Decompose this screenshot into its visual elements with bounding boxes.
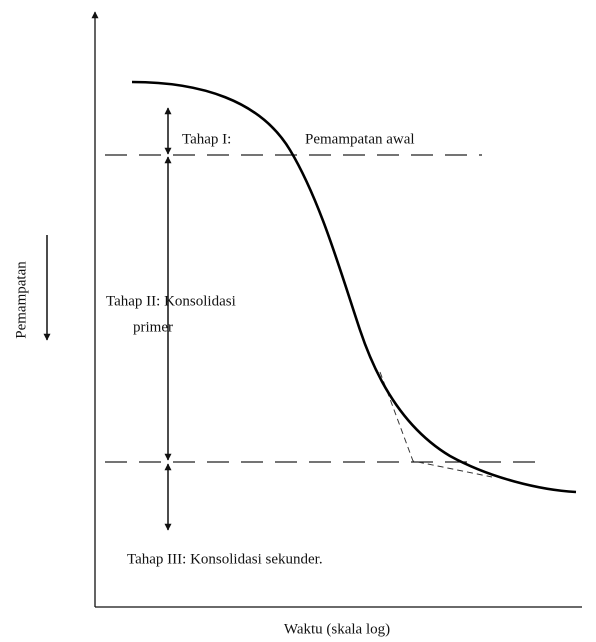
stage-3-name: Tahap III: Konsolidasi sekunder. [127, 551, 323, 567]
x-axis-label: Waktu (skala log) [284, 621, 390, 637]
y-axis-label: Pemampatan [13, 261, 29, 339]
stage-1-description: Pemampatan awal [305, 131, 415, 147]
stage-1-name: Tahap I: [182, 131, 231, 147]
consolidation-curve [131, 80, 577, 494]
stage-2-name: Tahap II: Konsolidasi [106, 293, 236, 309]
tangent-construction [379, 371, 493, 478]
stage-2-description: primer [133, 319, 173, 335]
